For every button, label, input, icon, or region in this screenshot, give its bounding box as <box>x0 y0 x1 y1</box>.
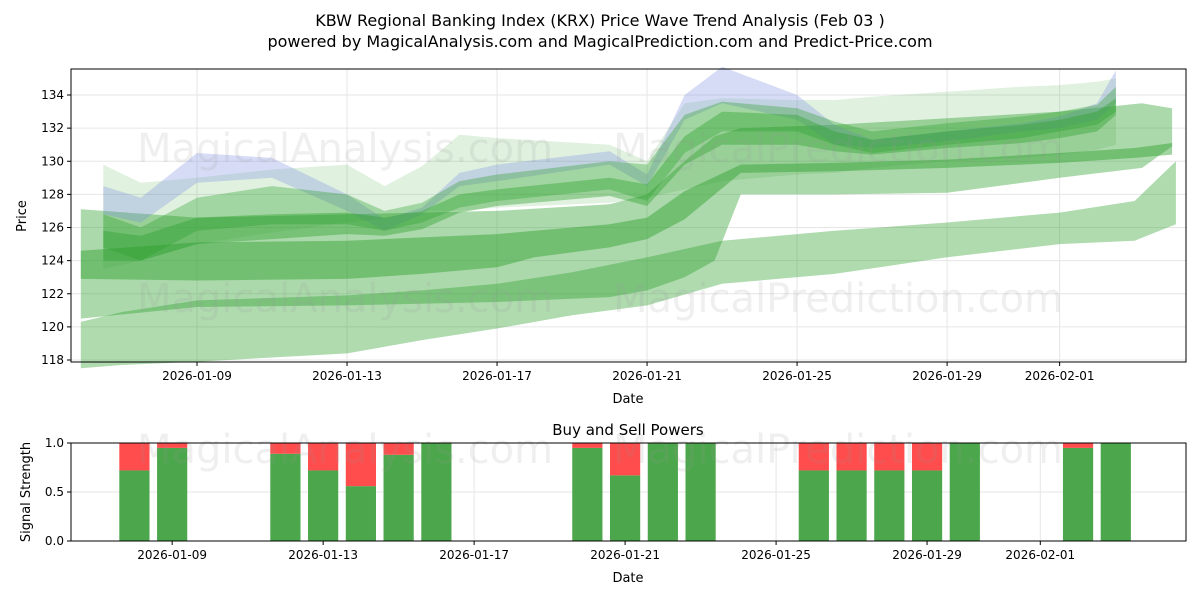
main-wave-band-1 <box>103 86 1116 261</box>
buy-bar <box>383 454 414 541</box>
sell-bar <box>572 443 603 448</box>
signal-chart: Buy and Sell Powers MagicalAnalysis.com … <box>19 421 1187 586</box>
price-chart: MagicalAnalysis.com MagicalPrediction.co… <box>15 66 1187 407</box>
sell-bar <box>798 443 829 471</box>
sell-bar <box>911 443 943 471</box>
buy-bar <box>911 470 943 541</box>
sell-bar <box>610 443 641 476</box>
y-tick-label: 132 <box>41 121 64 135</box>
y-tick-label: 134 <box>41 88 64 102</box>
buy-bar <box>685 443 716 541</box>
price-grid <box>71 69 1186 362</box>
signal-y-label: Signal Strength <box>19 442 34 542</box>
y-tick-label: 130 <box>41 154 64 168</box>
signal-axis-ticks: 2026-01-09 2026-01-13 2026-01-17 2026-01-21… <box>45 436 1075 562</box>
watermark: MagicalAnalysis.com <box>137 427 553 473</box>
y-tick-label: 128 <box>41 187 64 201</box>
x-tick-label: 2026-01-13 <box>288 548 358 562</box>
buy-bar <box>1062 447 1094 541</box>
sell-bar <box>270 443 301 454</box>
main-wave-band-2 <box>103 98 1116 261</box>
buy-bar <box>836 470 867 541</box>
watermark: MagicalAnalysis.com <box>137 126 553 172</box>
signal-bars <box>119 443 1131 541</box>
buy-bar <box>798 470 829 541</box>
price-y-label: Price <box>15 200 30 232</box>
x-tick-label: 2026-01-25 <box>762 369 832 383</box>
x-tick-label: 2026-01-21 <box>612 369 682 383</box>
x-tick-label: 2026-01-29 <box>912 369 982 383</box>
sell-bar <box>1062 443 1094 448</box>
buy-bar <box>874 470 905 541</box>
x-tick-label: 2026-01-17 <box>439 548 509 562</box>
buy-bar <box>1100 443 1131 541</box>
sell-bar <box>157 443 188 448</box>
y-tick-label: 1.0 <box>45 436 64 450</box>
watermark: MagicalAnalysis.com <box>137 276 553 322</box>
y-tick-label: 120 <box>41 320 64 334</box>
lowest-band <box>80 161 1176 369</box>
y-tick-label: 126 <box>41 221 64 235</box>
x-tick-label: 2026-01-21 <box>590 548 660 562</box>
watermark: MagicalPrediction.com <box>613 427 1063 473</box>
x-tick-label: 2026-01-25 <box>741 548 811 562</box>
y-tick-label: 118 <box>41 353 64 367</box>
y-tick-label: 124 <box>41 254 64 268</box>
chart-title: KBW Regional Banking Index (KRX) Price W… <box>315 11 885 30</box>
signal-x-label: Date <box>612 571 643 586</box>
price-plot-frame <box>70 68 1187 363</box>
mid-band <box>80 143 1173 281</box>
x-tick-label: 2026-01-09 <box>137 548 207 562</box>
price-axis-ticks: 2026-01-09 2026-01-13 2026-01-17 2026-01-21… <box>41 88 1094 383</box>
buy-bar <box>421 443 452 541</box>
y-tick-label: 0.0 <box>45 534 64 548</box>
y-tick-label: 0.5 <box>45 485 64 499</box>
price-bands <box>80 66 1176 369</box>
watermark: MagicalPrediction.com <box>613 126 1063 172</box>
sell-bar <box>308 443 339 471</box>
sell-bar <box>836 443 867 471</box>
step-band <box>80 103 1173 319</box>
x-tick-label: 2026-01-09 <box>162 369 232 383</box>
buy-bar <box>308 470 339 541</box>
buy-bar <box>572 447 603 541</box>
x-tick-label: 2026-02-01 <box>1005 548 1075 562</box>
sell-bar <box>119 443 150 471</box>
chart-subtitle: powered by MagicalAnalysis.com and Magic… <box>267 32 932 51</box>
buy-bar <box>949 443 980 541</box>
buy-bar <box>610 475 641 541</box>
watermark: MagicalPrediction.com <box>613 276 1063 322</box>
buy-bar <box>270 453 301 541</box>
price-x-label: Date <box>612 392 643 407</box>
x-tick-label: 2026-02-01 <box>1025 369 1095 383</box>
buy-bar <box>647 443 678 541</box>
y-tick-label: 122 <box>41 287 64 301</box>
sell-bar <box>874 443 905 471</box>
buy-bar <box>157 447 188 541</box>
x-tick-label: 2026-01-29 <box>892 548 962 562</box>
buy-bar <box>119 470 150 541</box>
sell-bar <box>345 443 376 487</box>
signal-chart-title: Buy and Sell Powers <box>552 421 704 439</box>
light-upper-band <box>103 78 1116 269</box>
sell-bar <box>383 443 414 455</box>
buy-bar <box>345 486 376 541</box>
x-tick-label: 2026-01-13 <box>312 369 382 383</box>
x-tick-label: 2026-01-17 <box>462 369 532 383</box>
